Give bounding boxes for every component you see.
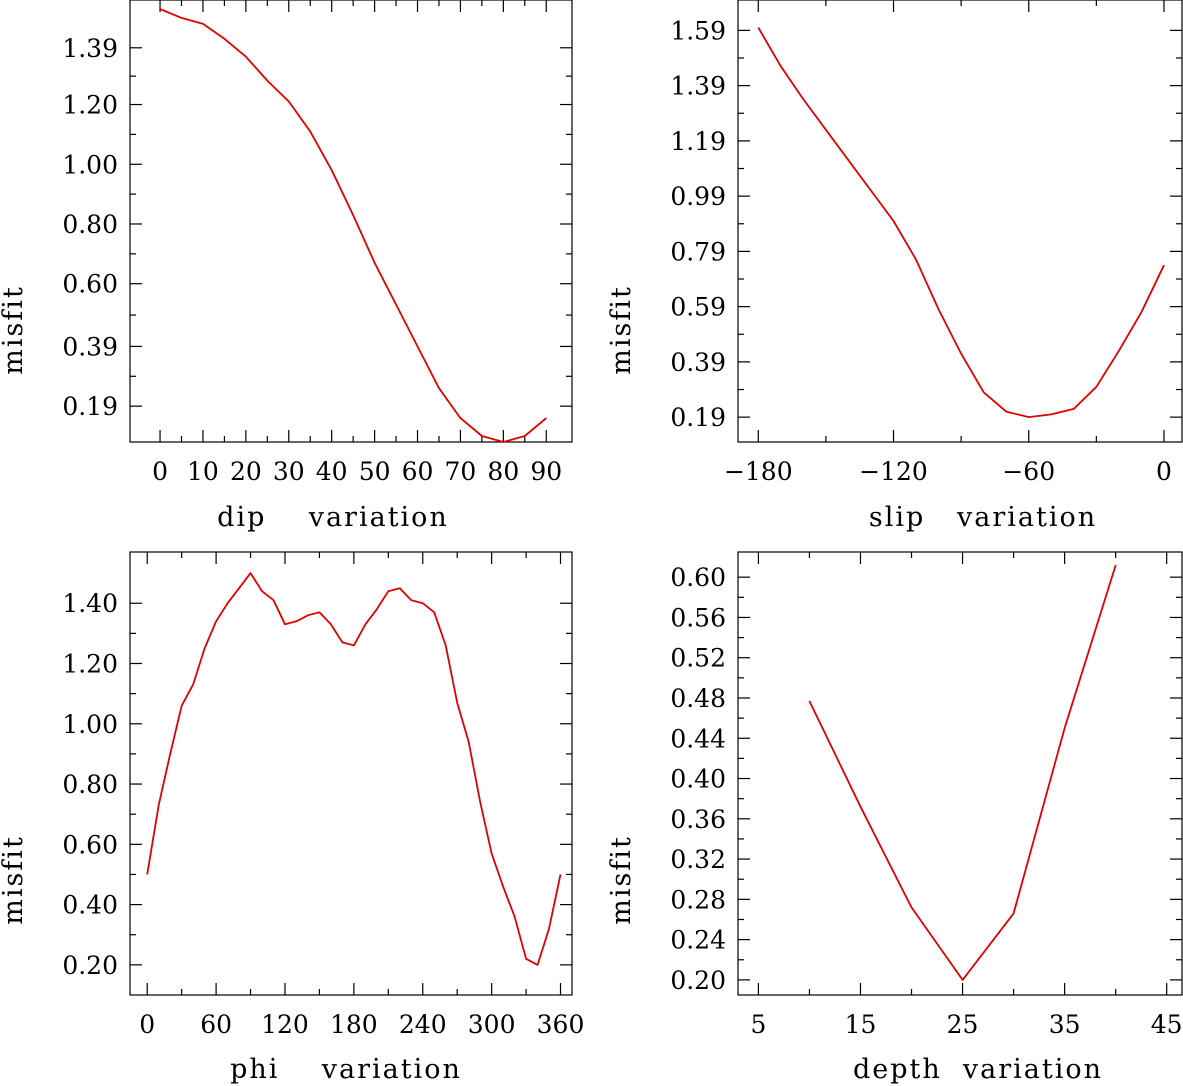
y-axis-label: misfit	[606, 285, 637, 375]
y-tick-label: 0.40	[670, 765, 726, 794]
x-tick-label: 180	[330, 1010, 378, 1039]
y-tick-label: 1.20	[62, 91, 118, 120]
y-tick-label: 1.00	[62, 150, 118, 179]
tick-marks	[130, 552, 572, 995]
y-axis-label: misfit	[0, 285, 29, 375]
x-tick-label: 10	[187, 457, 219, 486]
x-tick-label: 360	[537, 1010, 585, 1039]
y-tick-label: 1.19	[670, 127, 726, 156]
y-tick-label: 1.00	[62, 710, 118, 739]
y-tick-label: 0.28	[670, 885, 726, 914]
y-tick-label: 0.99	[670, 182, 726, 211]
x-tick-labels: −180 −120 −60 0	[724, 457, 1172, 486]
y-tick-labels: 0.20 0.24 0.28 0.32 0.36 0.40 0.44 0.48 0.52 0.56…	[670, 563, 726, 995]
y-tick-label: 0.60	[62, 270, 118, 299]
y-tick-label: 0.59	[670, 293, 726, 322]
y-tick-label: 0.44	[670, 724, 726, 753]
tick-marks	[738, 0, 1182, 442]
phi-misfit-plot: 0.20 0.40 0.60 0.80 1.00 1.20 1.40 0 60 120 180 24…	[0, 551, 584, 1085]
y-tick-label: 0.52	[670, 644, 726, 673]
x-tick-label: −180	[724, 457, 793, 486]
y-tick-label: 0.80	[62, 770, 118, 799]
plot-frame	[737, 0, 1183, 443]
y-tick-label: 0.24	[670, 926, 726, 955]
y-tick-labels: 0.20 0.40 0.60 0.80 1.00 1.20 1.40	[62, 589, 118, 980]
misfit-line	[808, 564, 1117, 981]
x-tick-label: −60	[1002, 457, 1055, 486]
y-tick-label: 0.20	[670, 966, 726, 995]
y-tick-label: 0.48	[670, 684, 726, 713]
x-tick-label: 60	[200, 1010, 232, 1039]
y-tick-label: 1.40	[62, 589, 118, 618]
plot-frame	[129, 0, 573, 443]
x-tick-label: 25	[947, 1010, 979, 1039]
dip-misfit-plot: 0.19 0.39 0.60 0.80 1.00 1.20 1.39 0 10 20 30 40 50…	[0, 0, 573, 533]
y-axis-label: misfit	[0, 835, 29, 925]
x-tick-label: 5	[750, 1010, 766, 1039]
y-tick-label: 0.19	[62, 392, 118, 421]
y-tick-label: 0.39	[670, 348, 726, 377]
y-tick-label: 0.80	[62, 210, 118, 239]
tick-marks	[738, 552, 1182, 995]
x-tick-labels: 0 10 20 30 40 50 60 70 80 90	[152, 457, 562, 486]
plot-frame	[737, 551, 1183, 996]
y-tick-label: 0.19	[670, 403, 726, 432]
tick-marks	[130, 0, 572, 442]
y-tick-label: 0.60	[670, 563, 726, 592]
x-tick-label: 45	[1151, 1010, 1183, 1039]
misfit-line	[159, 8, 547, 443]
y-tick-label: 0.40	[62, 891, 118, 920]
x-tick-label: 35	[1049, 1010, 1081, 1039]
y-tick-label: 1.39	[670, 72, 726, 101]
y-tick-labels: 0.19 0.39 0.60 0.80 1.00 1.20 1.39	[62, 34, 118, 421]
x-tick-label: 240	[399, 1010, 447, 1039]
y-tick-label: 1.20	[62, 650, 118, 679]
y-tick-label: 1.39	[62, 34, 118, 63]
depth-misfit-plot: 0.20 0.24 0.28 0.32 0.36 0.40 0.44 0.48 0.52 0.56…	[606, 551, 1183, 1085]
y-tick-label: 0.79	[670, 237, 726, 266]
x-tick-label: 40	[316, 457, 348, 486]
y-tick-label: 0.56	[670, 603, 726, 632]
y-tick-label: 0.32	[670, 845, 726, 874]
y-tick-label: 0.60	[62, 830, 118, 859]
x-tick-label: 0	[139, 1010, 155, 1039]
x-tick-labels: 5 15 25 35 45	[750, 1010, 1182, 1039]
x-tick-label: 50	[359, 457, 391, 486]
y-tick-label: 0.39	[62, 332, 118, 361]
x-tick-label: 300	[468, 1010, 516, 1039]
plot-frame	[129, 551, 573, 996]
misfit-line	[757, 27, 1165, 419]
y-tick-label: 0.20	[62, 951, 118, 980]
x-axis-label: depth variation	[853, 1054, 1103, 1085]
x-tick-label: 0	[1156, 457, 1172, 486]
misfit-line	[146, 572, 562, 966]
x-tick-label: 120	[261, 1010, 309, 1039]
y-tick-label: 0.36	[670, 805, 726, 834]
x-tick-label: −120	[859, 457, 928, 486]
x-axis-label: dip variation	[217, 502, 449, 533]
y-tick-label: 1.59	[670, 16, 726, 45]
y-tick-labels: 0.19 0.39 0.59 0.79 0.99 1.19 1.39 1.59	[670, 16, 726, 432]
x-tick-labels: 0 60 120 180 240 300 360	[139, 1010, 584, 1039]
x-tick-label: 90	[530, 457, 562, 486]
slip-misfit-plot: 0.19 0.39 0.59 0.79 0.99 1.19 1.39 1.59 −180 −12…	[606, 0, 1183, 533]
y-axis-label: misfit	[606, 835, 637, 925]
x-tick-label: 60	[402, 457, 434, 486]
x-tick-label: 20	[230, 457, 262, 486]
x-tick-label: 80	[487, 457, 519, 486]
x-tick-label: 0	[152, 457, 168, 486]
x-tick-label: 15	[845, 1010, 877, 1039]
x-axis-label: phi variation	[230, 1054, 462, 1085]
x-tick-label: 70	[445, 457, 477, 486]
x-axis-label: slip variation	[869, 502, 1097, 533]
x-tick-label: 30	[273, 457, 305, 486]
